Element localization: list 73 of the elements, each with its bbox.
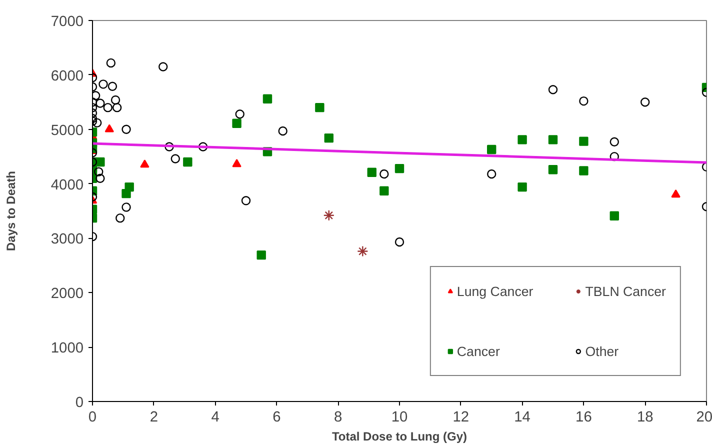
point bbox=[198, 142, 208, 152]
point bbox=[164, 142, 174, 152]
point bbox=[94, 167, 104, 176]
point bbox=[158, 62, 168, 72]
x-tick-label: 18 bbox=[636, 410, 654, 426]
y-tick-label: 1000 bbox=[50, 340, 84, 357]
point bbox=[262, 94, 272, 104]
point bbox=[323, 210, 334, 221]
point bbox=[112, 102, 122, 112]
y-tick-label: 7000 bbox=[50, 14, 84, 30]
point bbox=[315, 102, 324, 112]
point bbox=[380, 186, 389, 196]
x-axis-title: Total Dose to Lung (Gy) bbox=[332, 430, 468, 444]
point bbox=[98, 80, 108, 89]
point bbox=[487, 169, 496, 179]
point bbox=[106, 58, 116, 68]
point bbox=[579, 136, 588, 146]
point bbox=[394, 164, 404, 174]
point bbox=[96, 157, 105, 167]
y-tick-label: 3000 bbox=[50, 232, 84, 248]
point bbox=[548, 135, 558, 144]
x-tick-label: 20 bbox=[696, 410, 712, 426]
legend-label: Lung Cancer bbox=[456, 284, 534, 298]
legend-label: Cancer bbox=[456, 344, 500, 358]
legend-label: TBLN Cancer bbox=[585, 284, 666, 298]
point bbox=[235, 110, 244, 119]
point bbox=[324, 133, 334, 143]
point bbox=[487, 144, 496, 154]
point bbox=[110, 95, 120, 105]
x-tick-label: 4 bbox=[211, 410, 220, 426]
y-axis-title: Days to Death bbox=[4, 170, 18, 252]
point bbox=[116, 213, 125, 223]
point bbox=[183, 157, 192, 167]
x-tick-label: 0 bbox=[88, 410, 97, 426]
point bbox=[256, 250, 266, 260]
point bbox=[610, 137, 619, 146]
point bbox=[124, 182, 134, 192]
point bbox=[640, 98, 650, 107]
point bbox=[122, 202, 131, 212]
x-tick-label: 8 bbox=[334, 410, 342, 426]
point bbox=[278, 126, 288, 136]
x-tick-label: 16 bbox=[576, 410, 592, 426]
y-tick-label: 5000 bbox=[50, 122, 84, 139]
legend-label: Other bbox=[585, 344, 619, 358]
point bbox=[232, 118, 242, 128]
point bbox=[367, 168, 376, 177]
point bbox=[122, 124, 131, 134]
x-tick-label: 14 bbox=[514, 410, 530, 426]
point bbox=[610, 211, 619, 220]
point bbox=[103, 102, 112, 112]
point bbox=[92, 91, 100, 100]
y-tick-label: 2000 bbox=[50, 286, 84, 302]
point bbox=[548, 85, 558, 94]
point bbox=[357, 246, 368, 257]
y-tick-label: 4000 bbox=[50, 177, 84, 194]
point bbox=[96, 98, 105, 108]
y-tick-label: 0 bbox=[75, 395, 84, 411]
point bbox=[579, 166, 588, 176]
point bbox=[548, 165, 558, 174]
point bbox=[380, 169, 389, 179]
x-tick-label: 12 bbox=[452, 410, 470, 426]
point bbox=[394, 237, 404, 247]
point bbox=[241, 196, 251, 206]
point bbox=[96, 174, 105, 183]
x-tick-label: 10 bbox=[391, 410, 408, 426]
point bbox=[579, 96, 588, 106]
point bbox=[518, 182, 527, 192]
x-tick-label: 2 bbox=[150, 410, 158, 426]
point bbox=[170, 154, 180, 164]
point bbox=[518, 135, 527, 144]
point bbox=[108, 82, 118, 91]
y-tick-label: 6000 bbox=[50, 68, 84, 84]
x-tick-label: 6 bbox=[272, 410, 281, 426]
